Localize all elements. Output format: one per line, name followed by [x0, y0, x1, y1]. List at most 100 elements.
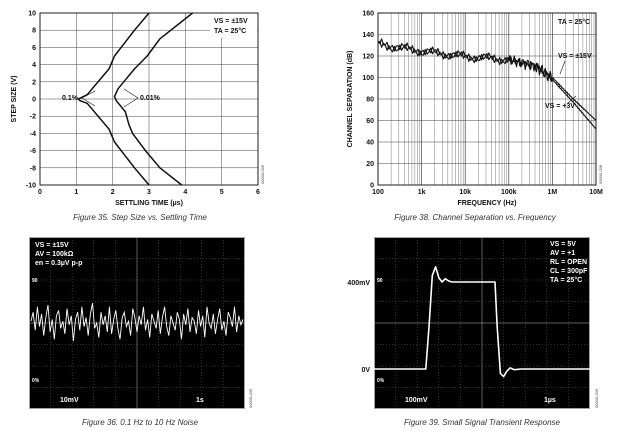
c4-level-0v: 0V: [361, 367, 370, 374]
c2-annotation-vs3: VS = +3V: [545, 103, 575, 110]
c4-marker-bottom: 0%: [377, 378, 385, 384]
c4-marker-top: 90: [377, 278, 383, 284]
c1-y-ticks: 10 8 6 4 2 0 -2 -4 -6 -8 -10: [26, 11, 36, 190]
scope-border: [29, 237, 245, 409]
c1-y-tick-label: 10: [28, 11, 36, 18]
c1-annotation-0-1pct: 0.1%: [62, 95, 79, 102]
c2-annotation-ta: TA = 25°C: [558, 18, 590, 26]
c2-y-tick-label: 20: [366, 161, 374, 168]
c1-y-axis-label: STEP SIZE (V): [11, 76, 18, 123]
c2-series-line-0: [377, 38, 597, 121]
scope-border: [374, 237, 590, 409]
c4-condition-av: AV = +1: [550, 250, 575, 257]
c1-y-tick-label: -2: [30, 114, 36, 121]
c3-condition-av: AV = 100kΩ: [35, 251, 74, 258]
c2-x-tick-label: 10k: [459, 189, 471, 196]
c2-y-tick-label: 0: [370, 183, 374, 190]
c4-caption: Figure 39. Small Signal Transient Respon…: [404, 418, 560, 427]
c3-marker-bottom: 0%: [32, 378, 40, 384]
c2-y-tick-label: 40: [366, 140, 374, 147]
c1-x-tick-label: 6: [256, 189, 260, 196]
c1-y-tick-label: 8: [32, 28, 36, 35]
c2-pointer-vs15: [559, 60, 566, 75]
c1-series-line-0: [77, 12, 150, 186]
c1-x-tick-label: 0: [38, 189, 42, 196]
c4-level-400mv: 400mV: [347, 280, 370, 287]
c1-series-line-1: [113, 12, 194, 186]
c1-pointer-0-01pct-b: [123, 97, 139, 108]
c1-y-tick-label: -4: [30, 131, 36, 138]
c1-y-tick-label: -10: [26, 183, 36, 190]
c1-y-tick-label: 4: [32, 62, 36, 69]
c2-side-code: 00000-038: [598, 164, 603, 184]
c1-x-tick-label: 2: [111, 189, 115, 196]
c3-side-code: 00000-036: [248, 388, 253, 408]
c3-marker-top: 90: [32, 278, 38, 284]
c2-x-tick-label: 100k: [501, 189, 517, 196]
c1-y-tick-label: 2: [32, 79, 36, 86]
c4-condition-cl: CL = 300pF: [550, 268, 588, 275]
c4-side-code: 00000-039: [594, 388, 599, 408]
c4-series-group: [374, 265, 590, 378]
c1-pointer-0-1pct-b: [81, 97, 96, 107]
c2-y-axis-label: CHANNEL SEPARATION (dB): [347, 51, 354, 148]
c4-scale-left: 100mV: [405, 397, 428, 404]
c3-condition-en: en = 0.3µV p-p: [35, 260, 82, 267]
c1-x-tick-label: 5: [220, 189, 224, 196]
c2-y-tick-label: 60: [366, 118, 374, 125]
c2-x-tick-label: 10M: [589, 189, 603, 196]
c2-y-tick-label: 80: [366, 97, 374, 104]
c2-x-axis-label: FREQUENCY (Hz): [458, 200, 517, 207]
c3-noise-trace: [30, 303, 244, 342]
c2-x-tick-label: 1k: [418, 189, 426, 196]
c1-caption: Figure 35. Step Size vs. Settling Time: [73, 213, 207, 222]
c2-x-tick-label: 1M: [548, 189, 558, 196]
c1-series-group: [77, 12, 194, 186]
c1-y-tick-label: 6: [32, 45, 36, 52]
c4-response-trace: [374, 265, 590, 378]
c1-y-tick-label: 0: [32, 97, 36, 104]
c4-condition-rl: RL = OPEN: [550, 259, 587, 266]
c1-x-tick-label: 1: [74, 189, 78, 196]
c1-x-ticks: 0 1 2 3 4 5 6: [38, 189, 260, 196]
c1-x-axis-label: SETTLING TIME (µs): [115, 200, 183, 207]
c2-series-group: [377, 38, 597, 130]
c1-y-tick-label: -6: [30, 148, 36, 155]
chart-noise-scope: VS = ±15V AV = 100kΩ en = 0.3µV p-p 90 0…: [29, 237, 253, 427]
c2-x-ticks: 100 1k 10k 100k 1M 10M: [372, 189, 603, 196]
c2-y-ticks: 160 140 120 100 80 60 40 20 0: [362, 11, 374, 190]
c1-pointer-0-1pct: [81, 90, 96, 99]
c3-grid: [29, 237, 245, 409]
c2-y-tick-label: 160: [362, 11, 374, 18]
c1-x-tick-label: 3: [147, 189, 151, 196]
c2-y-tick-label: 100: [362, 75, 374, 82]
c4-grid: [374, 237, 590, 409]
chart-channel-separation: 100 1k 10k 100k 1M 10M 160140120100806040200 …: [347, 11, 603, 223]
c2-y-tick-label: 140: [362, 32, 374, 39]
c1-conditions-box: [210, 14, 257, 38]
c2-x-tick-label: 100: [372, 189, 384, 196]
c3-scale-right: 1s: [196, 397, 204, 404]
c2-caption: Figure 38. Channel Separation vs. Freque…: [394, 213, 556, 222]
c2-plot-frame: [377, 12, 597, 186]
c1-y-tick-label: -8: [30, 165, 36, 172]
chart-transient-scope: VS = 5V AV = +1 RL = OPEN CL = 300pF TA …: [347, 237, 599, 427]
c2-annotation-vs15: VS = ±15V: [558, 53, 592, 60]
c4-condition-ta: TA = 25°C: [550, 276, 582, 284]
c3-series-group: [30, 303, 244, 342]
c1-annotation-0-01pct: 0.01%: [140, 95, 161, 102]
c1-condition-vs: VS = ±15V: [214, 18, 248, 25]
c3-condition-vs: VS = ±15V: [35, 242, 69, 249]
c2-pointer-vs3: [567, 95, 577, 104]
c3-scale-left: 10mV: [60, 397, 79, 404]
c2-y-tick-label: 120: [362, 54, 374, 61]
c4-scale-right: 1µs: [544, 397, 556, 404]
c2-grid: [377, 12, 597, 186]
c1-pointer-0-01pct: [123, 88, 139, 99]
c1-side-code: 00000-035: [260, 164, 265, 184]
c1-x-tick-label: 4: [183, 189, 187, 196]
c2-series-line-1: [377, 40, 597, 130]
chart-step-size: 0 1 2 3 4 5 6 10 8 6 4 2 0 -2 -4 -6 -8 -10 SETTLING TIME…: [11, 11, 265, 223]
c3-caption: Figure 36. 0.1 Hz to 10 Hz Noise: [82, 418, 199, 427]
